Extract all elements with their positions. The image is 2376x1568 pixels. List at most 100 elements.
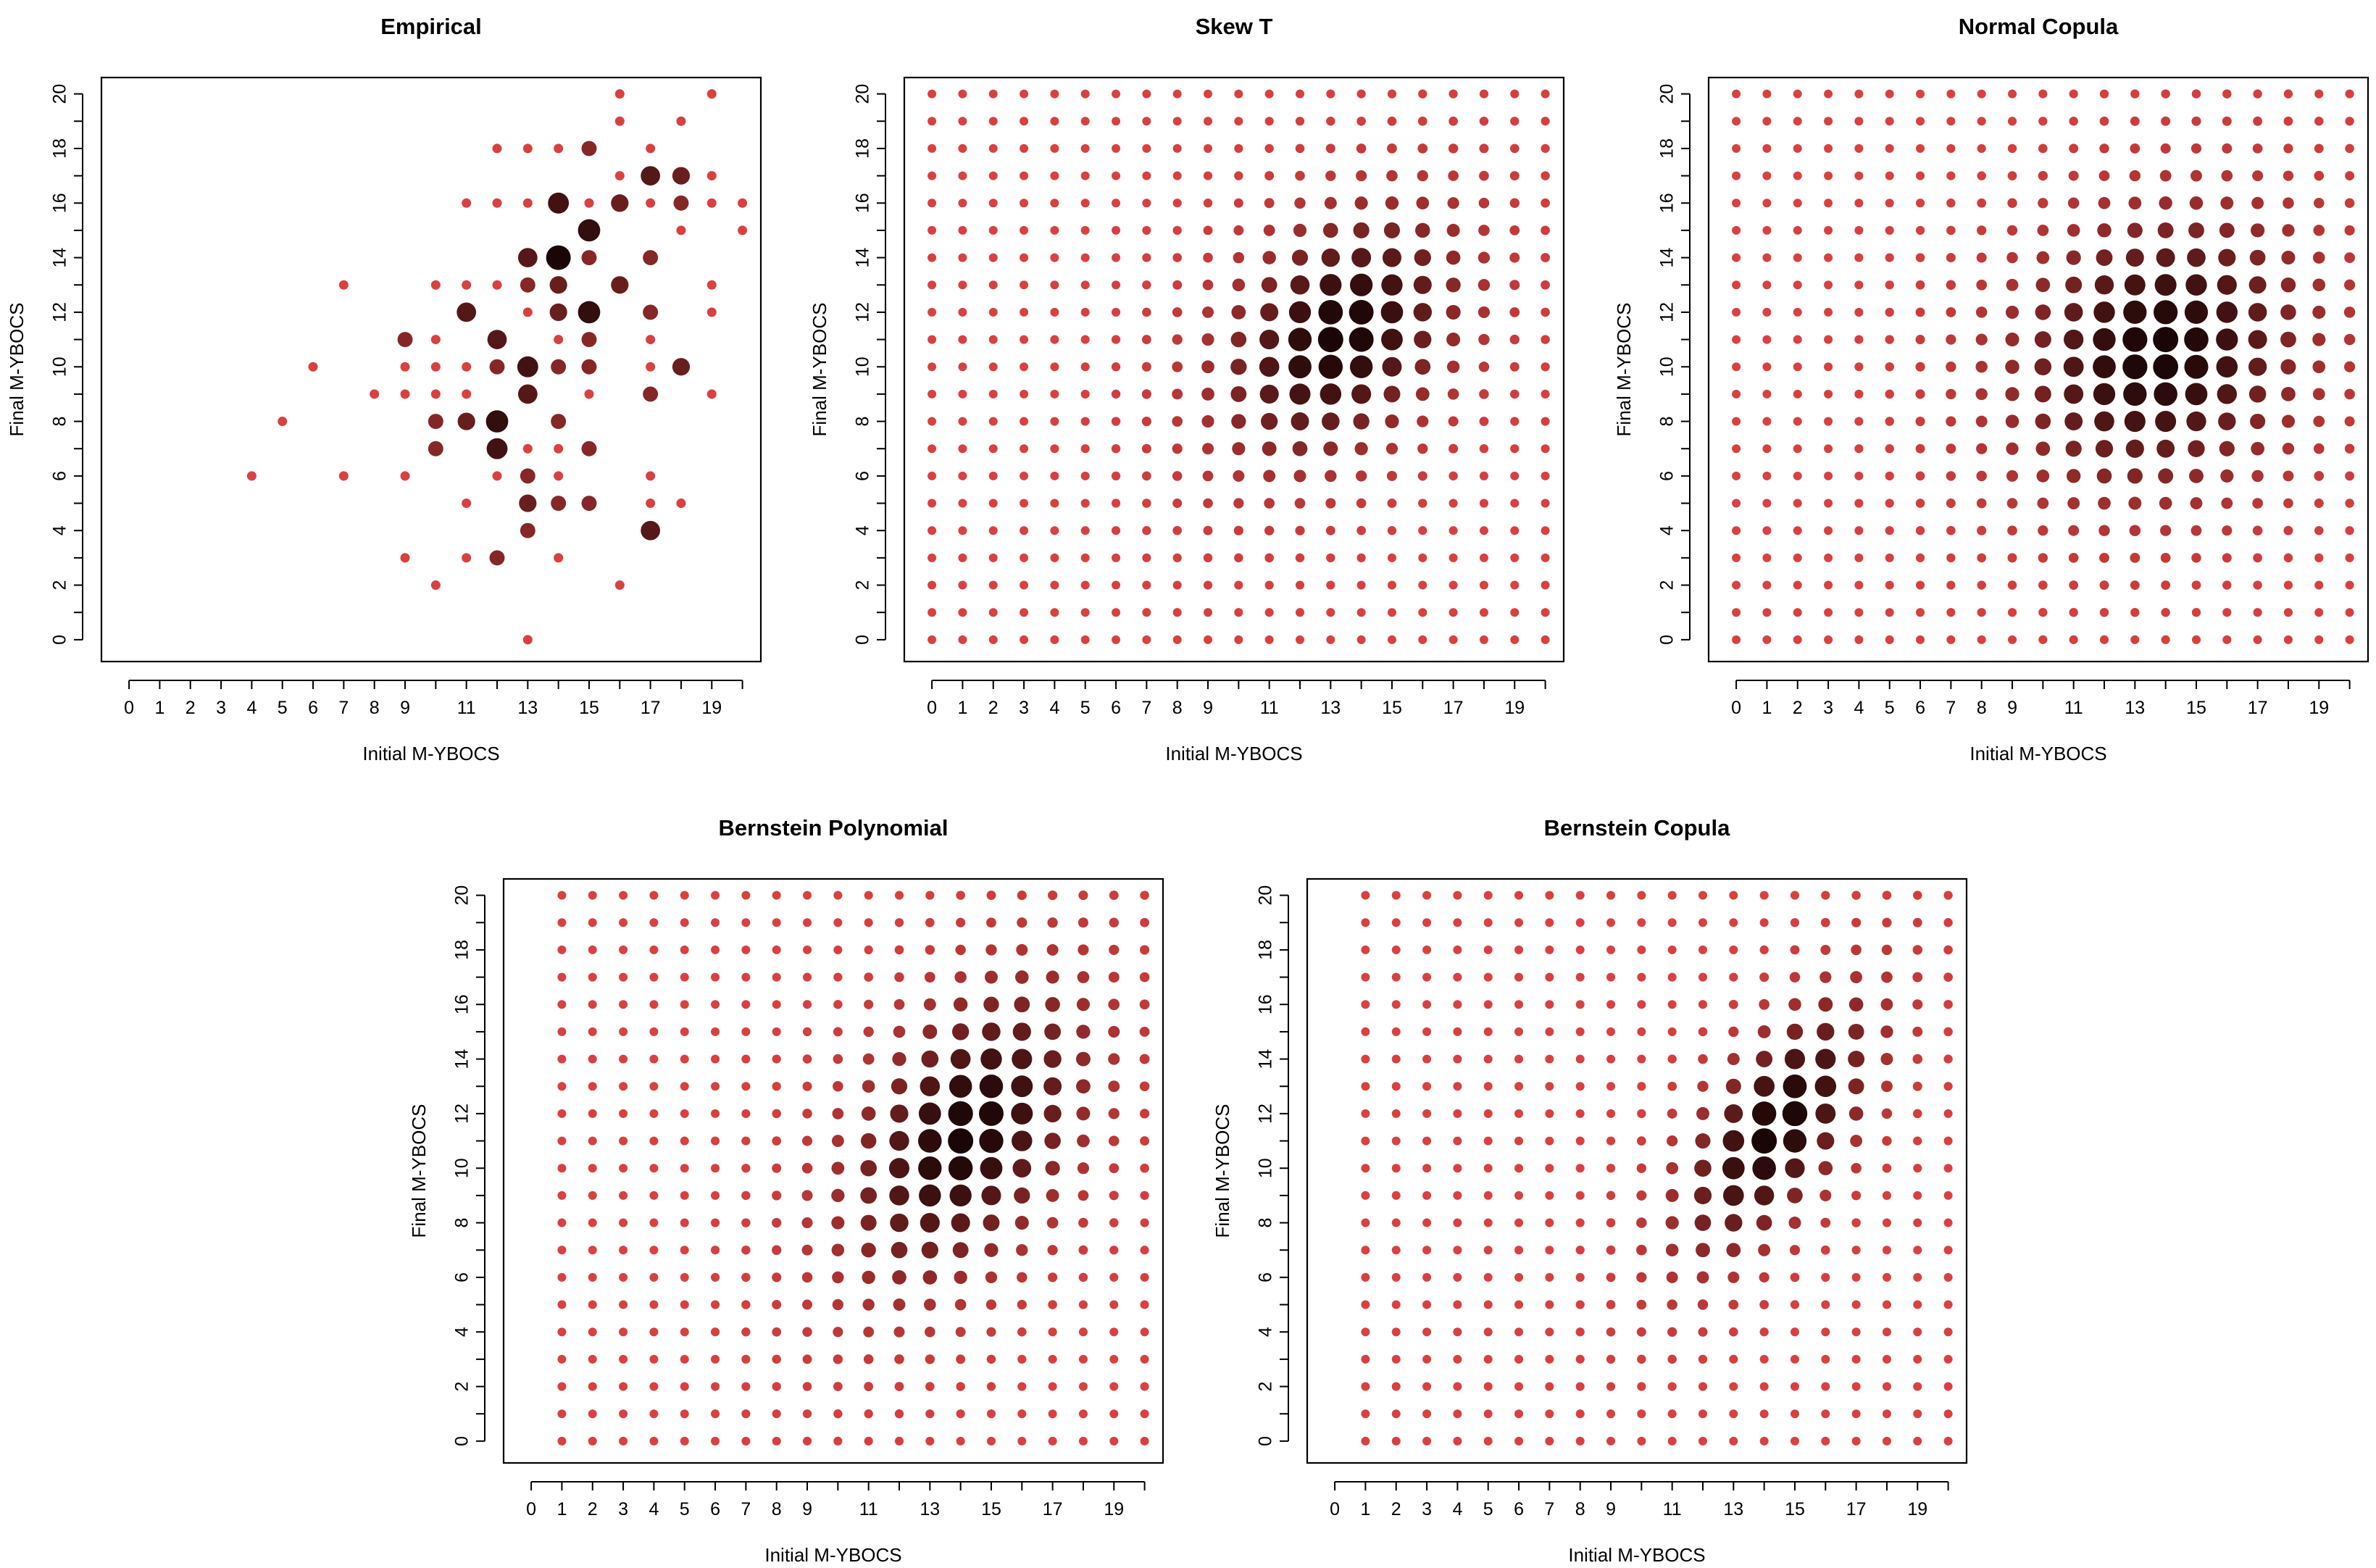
data-point	[1729, 1436, 1738, 1446]
data-point	[1728, 999, 1738, 1009]
data-point	[951, 1213, 970, 1233]
data-point	[955, 1327, 966, 1338]
data-point	[1080, 635, 1090, 644]
data-point	[588, 891, 597, 900]
data-point	[1762, 225, 1772, 235]
data-point	[680, 1327, 689, 1337]
data-point	[1422, 1164, 1432, 1173]
x-tick-label: 9	[1203, 698, 1213, 718]
data-point	[1575, 1164, 1585, 1173]
data-point	[1417, 443, 1428, 454]
data-point	[1142, 307, 1151, 317]
data-point	[2034, 331, 2051, 349]
data-point	[557, 1054, 567, 1064]
data-point	[522, 443, 533, 454]
data-point	[1732, 143, 1741, 153]
data-point	[1793, 362, 1802, 372]
data-point	[1479, 417, 1489, 427]
data-point	[2124, 274, 2146, 296]
data-point	[1762, 89, 1772, 99]
data-point	[1172, 388, 1183, 400]
data-point	[1977, 198, 1987, 208]
data-point	[1446, 278, 1461, 293]
data-point	[958, 499, 967, 508]
data-point	[1453, 891, 1462, 900]
data-point	[1017, 1409, 1027, 1419]
data-point	[1080, 89, 1090, 99]
data-point	[1422, 1354, 1432, 1364]
data-point	[1762, 553, 1772, 562]
data-point	[1882, 1436, 1891, 1446]
data-point	[588, 1164, 597, 1173]
data-point	[1387, 553, 1397, 562]
data-point	[1080, 553, 1090, 562]
data-point	[554, 471, 564, 481]
data-point	[706, 171, 717, 181]
data-point	[588, 1109, 597, 1118]
data-point	[462, 198, 472, 208]
data-point	[1017, 1354, 1027, 1364]
data-point	[1045, 1161, 1060, 1176]
data-point	[1514, 1354, 1524, 1364]
data-point	[1575, 1300, 1585, 1309]
data-point	[1324, 196, 1337, 209]
data-point	[1478, 225, 1490, 236]
data-point	[1422, 1190, 1432, 1200]
data-point	[1387, 526, 1397, 535]
data-point	[1391, 1409, 1401, 1419]
data-point	[1885, 417, 1894, 426]
data-point	[1112, 199, 1121, 208]
data-point	[400, 471, 410, 481]
data-point	[925, 1326, 935, 1338]
data-point	[1391, 1436, 1401, 1446]
data-point	[1479, 444, 1489, 454]
data-point	[2038, 117, 2048, 126]
data-point	[863, 1026, 874, 1038]
data-point	[948, 1156, 973, 1181]
data-point	[557, 1190, 567, 1200]
data-point	[1946, 580, 1956, 590]
data-point	[1762, 389, 1772, 399]
data-point	[986, 1382, 996, 1391]
data-point	[1762, 307, 1772, 317]
data-point	[1043, 1104, 1062, 1123]
x-tick-label: 0	[526, 1499, 536, 1519]
data-point	[1943, 972, 1953, 982]
data-point	[1545, 1218, 1554, 1227]
data-point	[925, 917, 935, 927]
data-point	[741, 1164, 751, 1173]
data-point	[1422, 1300, 1432, 1309]
data-point	[1695, 1133, 1711, 1149]
data-point	[614, 89, 625, 99]
data-point	[1824, 307, 1833, 317]
data-point	[1422, 1136, 1432, 1146]
data-point	[2006, 225, 2018, 236]
data-point	[1391, 918, 1401, 927]
data-point	[2222, 116, 2232, 126]
data-point	[2036, 251, 2050, 264]
data-point	[955, 944, 966, 956]
data-point	[1514, 918, 1524, 927]
data-point	[557, 891, 567, 900]
data-point	[1413, 303, 1433, 322]
data-point	[1203, 608, 1213, 617]
data-point	[1350, 273, 1373, 296]
data-point	[1109, 1409, 1119, 1419]
y-tick-label: 14	[50, 248, 70, 268]
data-point	[1815, 1048, 1836, 1069]
data-point	[1483, 945, 1493, 954]
data-point	[1326, 553, 1335, 563]
data-point	[1044, 1133, 1061, 1149]
data-point	[680, 891, 689, 900]
data-point	[1510, 580, 1520, 590]
data-point	[1912, 1026, 1923, 1037]
data-point	[1172, 608, 1182, 617]
data-point	[649, 1164, 659, 1173]
data-point	[2343, 306, 2356, 318]
data-point	[1142, 253, 1151, 262]
data-point	[1851, 1436, 1861, 1446]
data-point	[1361, 1300, 1370, 1309]
data-point	[2130, 635, 2140, 644]
data-point	[928, 499, 937, 508]
data-point	[1727, 1271, 1740, 1283]
